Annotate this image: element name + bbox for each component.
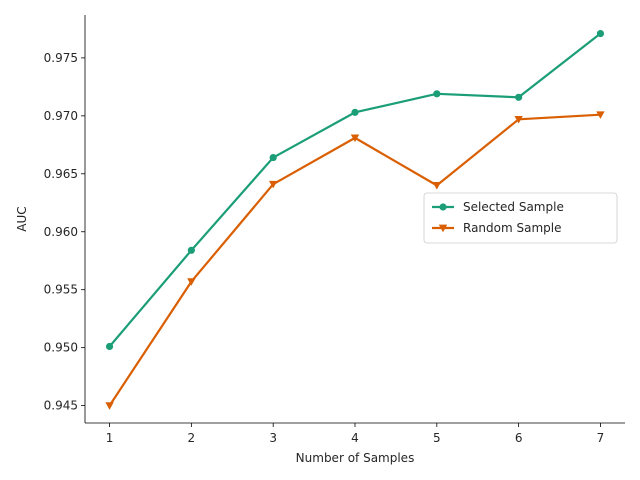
y-axis-label: AUC	[15, 206, 29, 231]
data-point	[269, 153, 277, 162]
x-tick-label: 1	[106, 431, 114, 445]
x-tick-label: 4	[351, 431, 359, 445]
x-ticks: 1 2 3 4 5 6 7	[106, 423, 605, 445]
y-ticks: 0.945 0.950 0.955 0.960 0.965 0.970 0.975	[44, 51, 85, 413]
data-point	[514, 115, 523, 124]
series-line	[108, 32, 602, 348]
x-tick-label: 6	[515, 431, 523, 445]
data-point	[515, 93, 523, 101]
data-point	[596, 29, 605, 38]
data-point	[187, 278, 196, 286]
x-tick-label: 7	[597, 431, 605, 445]
y-tick-label: 0.950	[44, 341, 78, 355]
legend-box	[423, 192, 618, 244]
y-tick-label: 0.955	[44, 283, 78, 297]
data-point	[105, 342, 114, 351]
legend: Selected Sample Random Sample	[423, 192, 618, 244]
series-2	[105, 111, 605, 410]
series-1	[105, 29, 605, 351]
y-tick-label: 0.945	[44, 399, 78, 413]
x-axis-label: Number of Samples	[296, 451, 415, 465]
legend-marker	[439, 203, 447, 211]
y-tick-label: 0.965	[44, 167, 78, 181]
x-tick-label: 5	[433, 431, 441, 445]
legend-marker	[438, 224, 448, 233]
x-tick-label: 2	[188, 431, 196, 445]
data-point	[268, 180, 278, 189]
legend-entry: Random Sample	[463, 221, 562, 235]
data-point	[187, 246, 195, 254]
data-point	[433, 90, 441, 98]
legend-entry: Selected Sample	[463, 200, 564, 214]
y-tick-label: 0.960	[44, 225, 78, 239]
data-point	[432, 182, 442, 190]
data-point	[351, 108, 359, 116]
series-layer	[105, 29, 605, 410]
y-tick-label: 0.975	[44, 51, 78, 65]
y-tick-label: 0.970	[44, 109, 78, 123]
x-tick-label: 3	[269, 431, 277, 445]
data-point	[596, 111, 605, 119]
data-point	[105, 402, 114, 410]
data-point	[350, 134, 360, 143]
